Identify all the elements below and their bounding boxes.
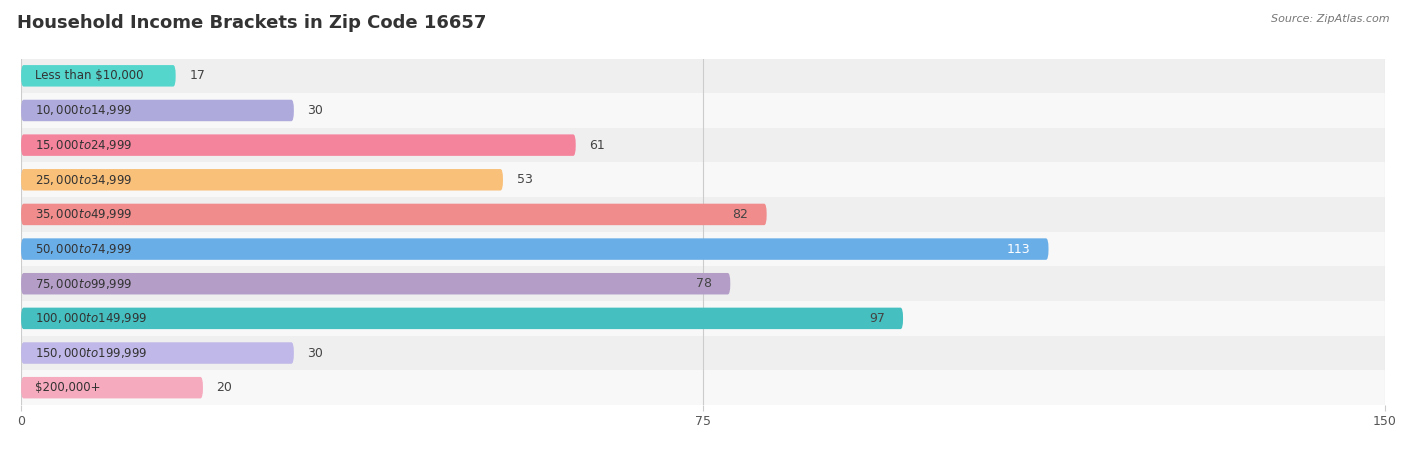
FancyBboxPatch shape: [21, 169, 503, 190]
Bar: [21, 58, 1385, 93]
Text: Less than $10,000: Less than $10,000: [35, 69, 143, 82]
Text: 113: 113: [1007, 243, 1031, 256]
FancyBboxPatch shape: [21, 100, 294, 121]
Text: $150,000 to $199,999: $150,000 to $199,999: [35, 346, 148, 360]
Text: 17: 17: [190, 69, 205, 82]
Text: 82: 82: [733, 208, 748, 221]
FancyBboxPatch shape: [21, 342, 294, 364]
Text: $50,000 to $74,999: $50,000 to $74,999: [35, 242, 132, 256]
Text: $15,000 to $24,999: $15,000 to $24,999: [35, 138, 132, 152]
Bar: [21, 232, 1385, 266]
Text: 30: 30: [308, 104, 323, 117]
Bar: [21, 162, 1385, 197]
Text: $100,000 to $149,999: $100,000 to $149,999: [35, 311, 148, 325]
Text: $10,000 to $14,999: $10,000 to $14,999: [35, 104, 132, 117]
Text: $25,000 to $34,999: $25,000 to $34,999: [35, 173, 132, 187]
FancyBboxPatch shape: [21, 308, 903, 329]
FancyBboxPatch shape: [21, 204, 766, 225]
Text: 61: 61: [589, 139, 605, 152]
FancyBboxPatch shape: [21, 273, 730, 294]
FancyBboxPatch shape: [21, 65, 176, 86]
FancyBboxPatch shape: [21, 377, 202, 398]
Bar: [21, 128, 1385, 162]
FancyBboxPatch shape: [21, 135, 575, 156]
Bar: [21, 370, 1385, 405]
Text: $200,000+: $200,000+: [35, 381, 100, 394]
Bar: [21, 93, 1385, 128]
Text: Household Income Brackets in Zip Code 16657: Household Income Brackets in Zip Code 16…: [17, 14, 486, 32]
Bar: [21, 301, 1385, 336]
Text: Source: ZipAtlas.com: Source: ZipAtlas.com: [1271, 14, 1389, 23]
Text: 53: 53: [516, 173, 533, 186]
Text: 20: 20: [217, 381, 232, 394]
FancyBboxPatch shape: [21, 238, 1049, 260]
Bar: [21, 266, 1385, 301]
Text: 97: 97: [869, 312, 884, 325]
Text: $35,000 to $49,999: $35,000 to $49,999: [35, 207, 132, 221]
Text: 78: 78: [696, 277, 711, 290]
Text: 30: 30: [308, 346, 323, 360]
Text: $75,000 to $99,999: $75,000 to $99,999: [35, 277, 132, 291]
Bar: [21, 336, 1385, 370]
Bar: [21, 197, 1385, 232]
